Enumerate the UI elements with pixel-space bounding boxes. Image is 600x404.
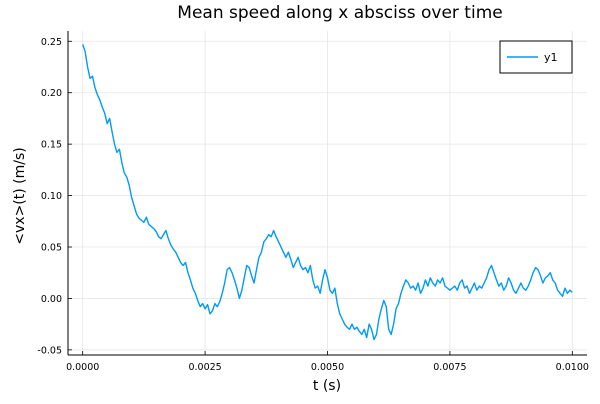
series-layer bbox=[82, 44, 573, 341]
x-axis-label: t (s) bbox=[313, 378, 341, 394]
x-tick-label: 0.0075 bbox=[433, 362, 466, 373]
tick-labels: 0.0000 0.0025 0.0050 0.0075 0.0100 -0.05 0.00 0… bbox=[37, 37, 589, 373]
legend-label-y1: y1 bbox=[544, 51, 558, 64]
x-tick-label: 0.0050 bbox=[311, 362, 344, 373]
x-tick-label: 0.0025 bbox=[188, 362, 221, 373]
y-tick-label: 0.20 bbox=[41, 88, 62, 99]
y-tick-label: 0.00 bbox=[41, 294, 62, 305]
grid bbox=[68, 31, 587, 355]
series-line-y1 bbox=[82, 44, 573, 341]
x-tick-label: 0.0000 bbox=[66, 362, 99, 373]
x-tick-label: 0.0100 bbox=[556, 362, 589, 373]
legend: y1 bbox=[499, 40, 573, 74]
y-axis-label: <vx>(t) (m/s) bbox=[12, 147, 28, 244]
y-tick-label: -0.05 bbox=[37, 345, 62, 356]
y-tick-label: 0.25 bbox=[41, 37, 62, 48]
chart-title: Mean speed along x absciss over time bbox=[177, 3, 502, 23]
y-tick-label: 0.10 bbox=[41, 191, 62, 202]
y-tick-label: 0.15 bbox=[41, 140, 62, 151]
y-tick-label: 0.05 bbox=[41, 243, 62, 254]
axes bbox=[67, 31, 587, 356]
